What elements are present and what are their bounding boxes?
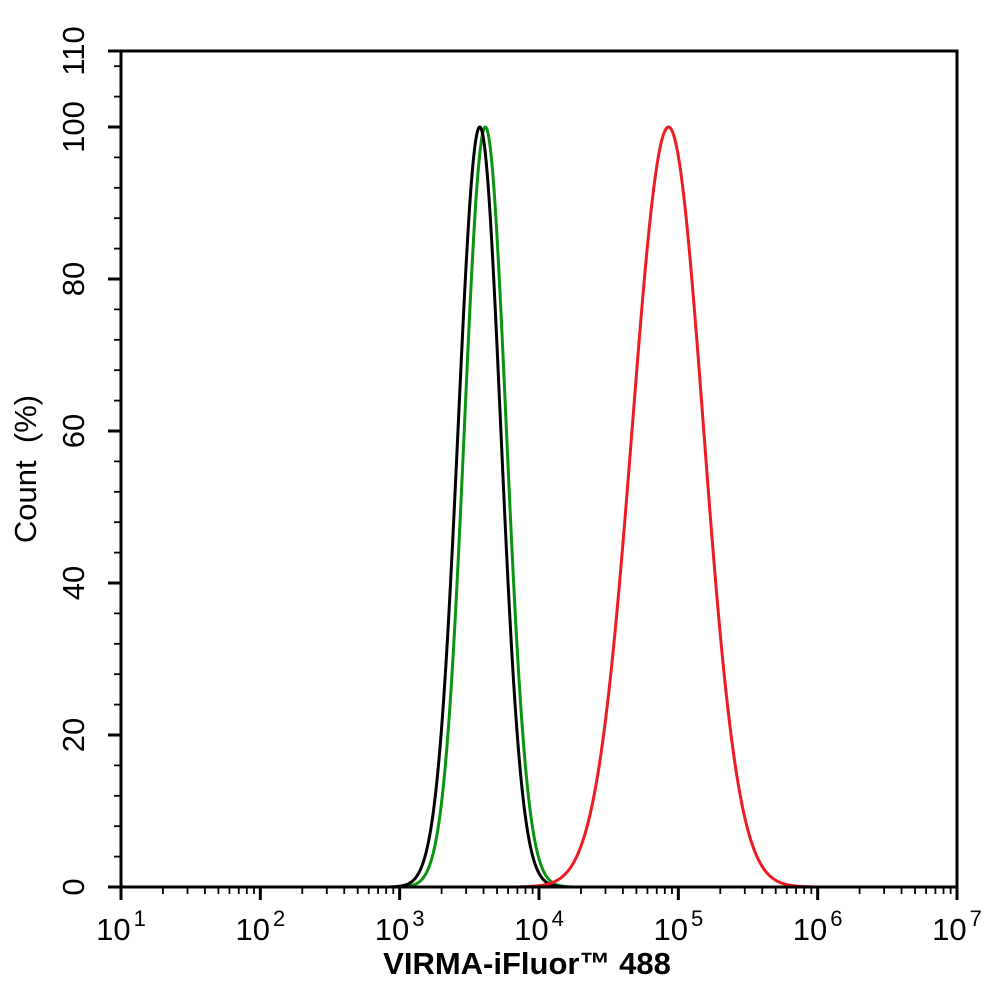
y-tick-label: 100: [56, 101, 91, 153]
x-tick-label: 10 3: [375, 906, 425, 947]
x-tick-label: 10 1: [96, 906, 146, 947]
x-tick-label: 10 6: [793, 906, 843, 947]
x-tick-label: 10 2: [235, 906, 285, 947]
axes-layer: [108, 49, 959, 900]
y-tick-label: 110: [56, 26, 91, 75]
x-tick-label: 10 7: [932, 906, 982, 947]
series-curve-green: [119, 125, 959, 889]
x-axis-title: VIRMA-iFluor™ 488: [383, 946, 671, 981]
curves-layer: [119, 125, 959, 889]
series-curve-black: [119, 125, 959, 889]
y-tick-label: 0: [56, 878, 91, 895]
plot-box: [119, 49, 959, 889]
x-tick-label: 10 5: [653, 906, 703, 947]
series-curve-red: [119, 125, 959, 889]
y-tick-label: 20: [56, 718, 91, 752]
y-tick-label: 80: [56, 262, 91, 296]
y-tick-label: 60: [56, 414, 91, 448]
tick-labels-layer: 0 20 40 60 80 100 110 10 1 10 2 10 3 10 4 10 5 10 6 10 7: [56, 26, 982, 947]
y-tick-label: 40: [56, 566, 91, 600]
x-tick-label: 10 4: [514, 906, 564, 947]
y-axis-title: Count (%): [8, 395, 43, 543]
